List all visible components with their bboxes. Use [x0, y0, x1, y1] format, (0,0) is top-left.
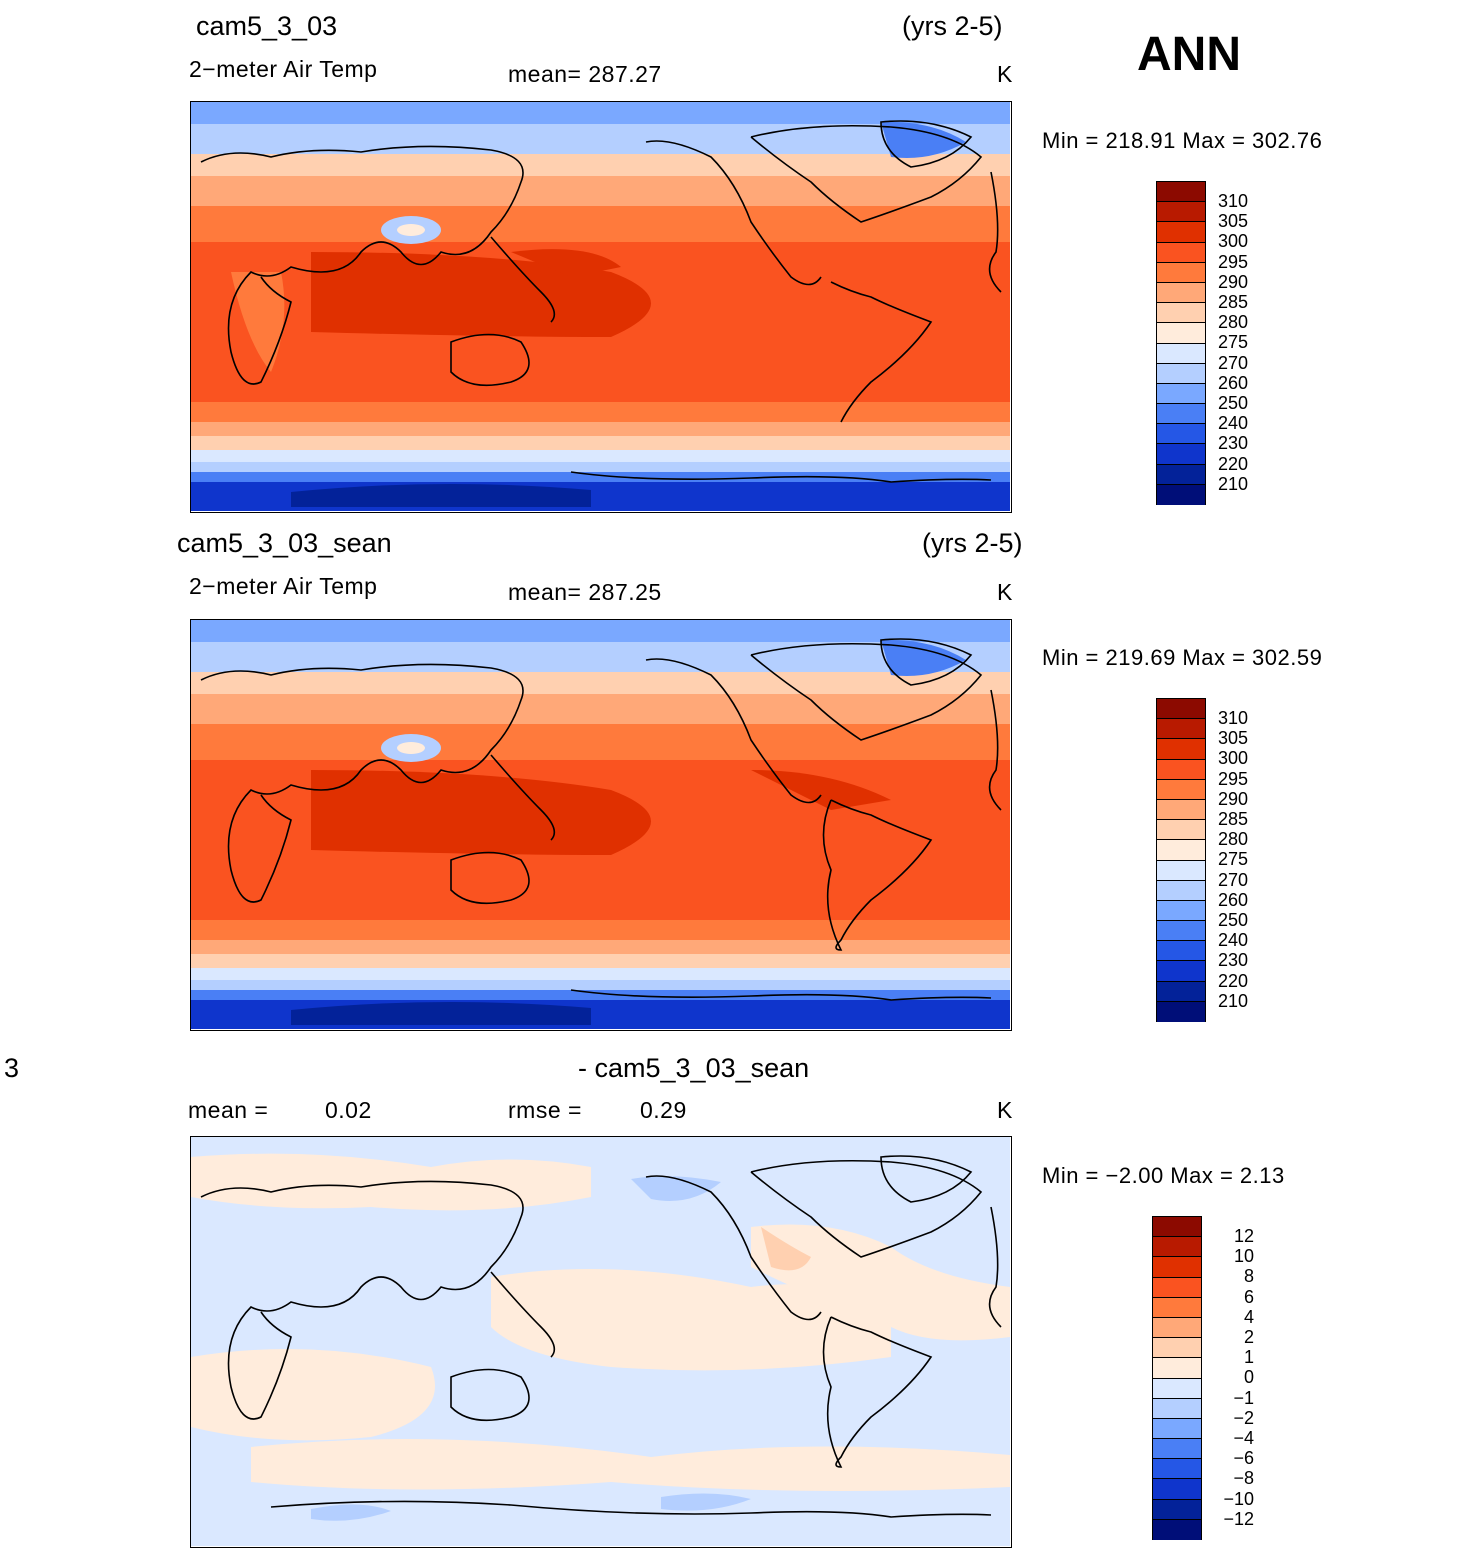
panel3-mean-label: mean = — [188, 1097, 269, 1123]
colorbar-label: −8 — [1233, 1468, 1254, 1489]
panel3-colorbar-labels: 12 10 8 6 4 2 1 0 −1 −2 −4 −6 −8 −10 −12 — [1214, 1226, 1254, 1529]
panel1-colorbar-labels: 310 305 300 295 290 285 280 275 270 260 250 240 230 2… — [1218, 191, 1248, 494]
panel1-case-title: cam5_3_03 — [196, 11, 338, 41]
colorbar-label: 10 — [1233, 1246, 1254, 1267]
colorbar-label: 275 — [1218, 332, 1249, 353]
colorbar-label: 0 — [1243, 1367, 1254, 1388]
colorbar-label: 12 — [1233, 1226, 1254, 1246]
colorbar-label: 250 — [1218, 910, 1249, 931]
colorbar-label: 4 — [1243, 1306, 1254, 1327]
panel3-rmse-label: rmse = — [508, 1097, 582, 1123]
colorbar-label: 310 — [1218, 191, 1249, 211]
panel3-case-title: - cam5_3_03_sean — [578, 1053, 810, 1083]
colorbar-label: 275 — [1218, 849, 1249, 870]
colorbar-label: 290 — [1218, 788, 1249, 809]
colorbar-label: 230 — [1218, 433, 1249, 454]
colorbar-label: −4 — [1233, 1428, 1254, 1449]
panel1-variable: 2−meter Air Temp — [189, 56, 378, 82]
season-label: ANN — [1137, 28, 1241, 81]
panel2-colorbar-labels: 310 305 300 295 290 285 280 275 270 260 250 240 230 2… — [1218, 708, 1248, 1011]
panel1-mean: mean= 287.27 — [508, 61, 662, 87]
panel2-minmax: Min = 219.69 Max = 302.59 — [1042, 645, 1323, 670]
panel2-map — [190, 619, 1012, 1031]
panel2-variable: 2−meter Air Temp — [189, 573, 378, 599]
panel2-units: K — [997, 579, 1013, 605]
colorbar-label: −12 — [1223, 1508, 1254, 1529]
colorbar-label: 210 — [1218, 990, 1249, 1011]
colorbar-label: 305 — [1218, 211, 1249, 232]
colorbar-label: 260 — [1218, 372, 1249, 393]
panel2-case-title: cam5_3_03_sean — [177, 528, 392, 558]
colorbar-label: 2 — [1243, 1327, 1254, 1348]
colorbar-label: −1 — [1233, 1387, 1254, 1408]
colorbar-label: 6 — [1243, 1286, 1254, 1307]
panel1-map — [190, 101, 1012, 513]
panel3-mean-value: 0.02 — [325, 1097, 372, 1123]
colorbar-label: 310 — [1218, 708, 1249, 728]
colorbar-label: 280 — [1218, 312, 1249, 333]
colorbar-label: 300 — [1218, 231, 1249, 252]
colorbar-label: −6 — [1233, 1448, 1254, 1469]
colorbar-label: 280 — [1218, 829, 1249, 850]
colorbar-label: −10 — [1223, 1488, 1254, 1509]
colorbar-label: 295 — [1218, 768, 1249, 789]
panel3-case-left: 3 — [4, 1053, 20, 1083]
colorbar-label: 240 — [1218, 930, 1249, 951]
panel2-years: (yrs 2-5) — [922, 528, 1023, 558]
colorbar-label: 300 — [1218, 748, 1249, 769]
colorbar-label: 230 — [1218, 950, 1249, 971]
panel1-units: K — [997, 61, 1013, 87]
colorbar-label: 220 — [1218, 970, 1249, 991]
colorbar-label: 8 — [1243, 1266, 1254, 1287]
colorbar-label: 270 — [1218, 869, 1249, 890]
panel3-colorbar — [1152, 1216, 1202, 1540]
colorbar-label: 220 — [1218, 453, 1249, 474]
panel1-minmax: Min = 218.91 Max = 302.76 — [1042, 128, 1323, 153]
colorbar-label: 305 — [1218, 728, 1249, 749]
panel1-colorbar — [1156, 181, 1206, 505]
colorbar-label: 285 — [1218, 292, 1249, 313]
panel2-colorbar — [1156, 698, 1206, 1022]
colorbar-label: 240 — [1218, 413, 1249, 434]
panel1-years: (yrs 2-5) — [902, 11, 1003, 41]
panel3-rmse-value: 0.29 — [640, 1097, 687, 1123]
panel3-map — [190, 1136, 1012, 1548]
colorbar-label: 295 — [1218, 251, 1249, 272]
colorbar-label: 1 — [1243, 1347, 1254, 1368]
panel2-mean: mean= 287.25 — [508, 579, 662, 605]
colorbar-label: 260 — [1218, 889, 1249, 910]
colorbar-label: 210 — [1218, 473, 1249, 494]
colorbar-label: 270 — [1218, 352, 1249, 373]
colorbar-label: 250 — [1218, 393, 1249, 414]
colorbar-label: −2 — [1233, 1407, 1254, 1428]
panel3-minmax: Min = −2.00 Max = 2.13 — [1042, 1163, 1285, 1188]
panel3-units: K — [997, 1097, 1013, 1123]
colorbar-label: 290 — [1218, 271, 1249, 292]
colorbar-label: 285 — [1218, 809, 1249, 830]
